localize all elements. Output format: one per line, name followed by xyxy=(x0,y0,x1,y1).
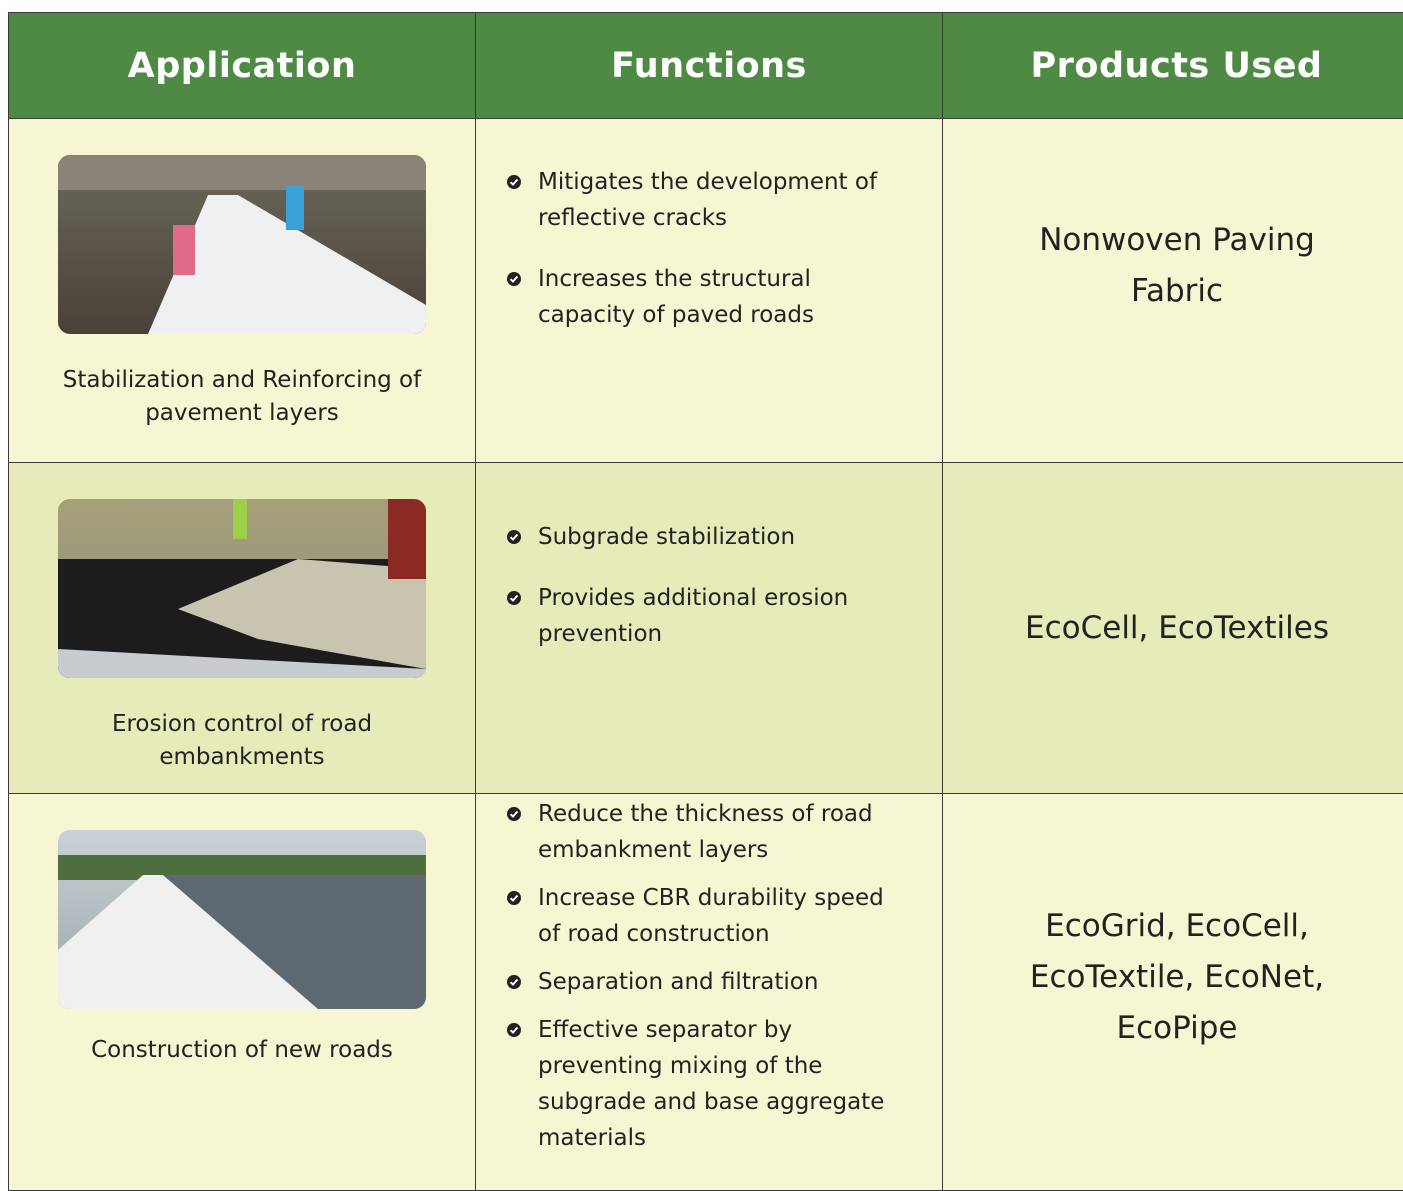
products-text: Nonwoven Paving Fabric xyxy=(1039,221,1315,309)
function-item: Subgrade stabilization xyxy=(506,519,886,555)
bullet-icon xyxy=(507,1023,521,1037)
function-list: Mitigates the development of reflective … xyxy=(506,164,886,358)
photo xyxy=(58,830,426,1009)
function-text: Provides additional erosion prevention xyxy=(538,585,849,647)
application-label: Construction of new roads xyxy=(91,1037,393,1063)
functions-cell: Subgrade stabilization Provides additiona… xyxy=(475,462,943,794)
bullet-icon xyxy=(507,807,521,821)
photo-image xyxy=(58,155,426,334)
photo-image xyxy=(58,499,426,678)
bullet-icon xyxy=(507,174,521,189)
function-item: Separation and filtration xyxy=(506,964,886,1000)
column-header: Products Used xyxy=(942,12,1403,119)
products-text: EcoCell, EcoTextiles xyxy=(1025,609,1329,646)
function-item: Reduce the thickness of road embankment … xyxy=(506,796,886,868)
column-header: Functions xyxy=(475,12,943,119)
function-item: Increase CBR durability speed of road co… xyxy=(506,880,886,952)
photo-image xyxy=(58,830,426,1009)
products-cell: EcoCell, EcoTextiles xyxy=(942,462,1403,794)
photo xyxy=(58,155,426,334)
function-list: Subgrade stabilization Provides additiona… xyxy=(506,519,886,677)
function-item: Provides additional erosion prevention xyxy=(506,580,886,652)
function-text: Subgrade stabilization xyxy=(538,524,796,550)
bullet-icon xyxy=(507,975,521,989)
function-item: Mitigates the development of reflective … xyxy=(506,164,886,236)
functions-cell: Mitigates the development of reflective … xyxy=(475,118,943,463)
products-cell: EcoGrid, EcoCell, EcoTextile, EcoNet, Ec… xyxy=(942,793,1403,1191)
photo xyxy=(58,499,426,678)
application-cell: Stabilization and Reinforcing of pavemen… xyxy=(8,118,476,463)
function-item: Effective separator by preventing mixing… xyxy=(506,1012,886,1156)
application-cell: Construction of new roads xyxy=(8,793,476,1191)
bullet-icon xyxy=(507,271,521,286)
function-text: Mitigates the development of reflective … xyxy=(538,168,878,231)
products-text: EcoGrid, EcoCell, EcoTextile, EcoNet, Ec… xyxy=(1029,907,1325,1046)
function-item: Increases the structural capacity of pav… xyxy=(506,261,886,333)
application-cell: Erosion control of road embankments xyxy=(8,462,476,794)
products-cell: Nonwoven Paving Fabric xyxy=(942,118,1403,463)
column-header: Application xyxy=(8,12,476,119)
bullet-icon xyxy=(507,530,521,544)
function-text: Separation and filtration xyxy=(538,969,819,995)
function-text: Increases the structural capacity of pav… xyxy=(538,265,814,328)
function-text: Effective separator by preventing mixing… xyxy=(538,1017,885,1151)
function-text: Reduce the thickness of road embankment … xyxy=(538,801,873,863)
bullet-icon xyxy=(507,591,521,605)
application-label: Stabilization and Reinforcing of pavemen… xyxy=(62,367,422,426)
bullet-icon xyxy=(507,891,521,905)
function-list: Reduce the thickness of road embankment … xyxy=(506,796,886,1168)
functions-cell: Reduce the thickness of road embankment … xyxy=(475,793,943,1191)
function-text: Increase CBR durability speed of road co… xyxy=(538,885,884,947)
application-label: Erosion control of road embankments xyxy=(111,711,373,770)
